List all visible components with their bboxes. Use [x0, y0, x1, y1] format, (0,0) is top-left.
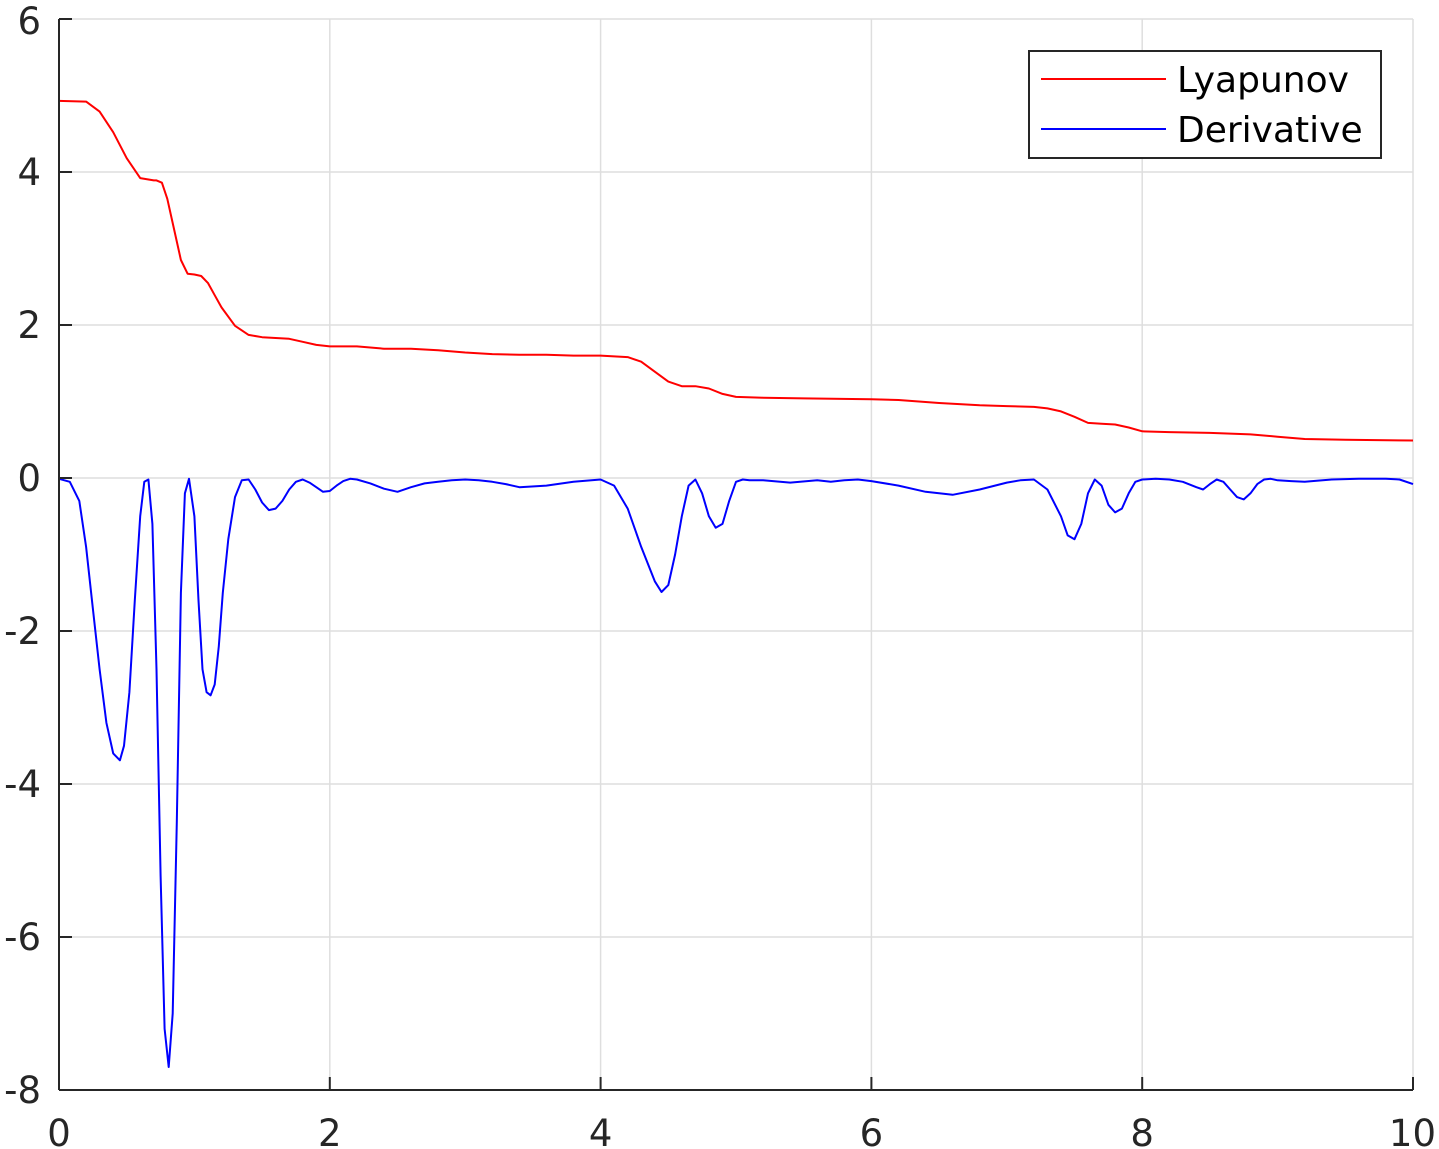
y-tick-label: 0	[17, 457, 41, 500]
x-tick-label: 8	[1130, 1112, 1154, 1149]
axes	[58, 18, 1414, 1091]
x-tick-label: 10	[1389, 1112, 1436, 1149]
x-tick-label: 6	[860, 1112, 884, 1149]
grid	[58, 18, 1414, 1091]
x-tick-label: 0	[47, 1112, 71, 1149]
y-tick-label: -4	[4, 763, 41, 806]
y-tick-label: -2	[4, 610, 41, 653]
series-line-lyapunov	[58, 99, 1414, 442]
legend-box	[1028, 50, 1382, 159]
x-tick-label: 4	[589, 1112, 613, 1149]
tick-labels: 0 2 4 6 8 10 -8 -6 -4 -2 0 2 4 6	[4, 0, 1436, 1149]
legend-label-derivative: Derivative	[1177, 110, 1363, 151]
y-tick-label: -6	[4, 916, 41, 959]
y-tick-label: 2	[17, 304, 41, 347]
x-tick-label: 2	[318, 1112, 342, 1149]
legend: Lyapunov Derivative	[1028, 50, 1382, 159]
y-tick-label: 6	[17, 0, 41, 43]
series-line-derivative	[58, 477, 1414, 1068]
y-tick-label: 4	[17, 151, 41, 194]
series-group	[58, 99, 1414, 1068]
y-tick-label: -8	[4, 1069, 41, 1112]
legend-label-lyapunov: Lyapunov	[1177, 60, 1349, 101]
